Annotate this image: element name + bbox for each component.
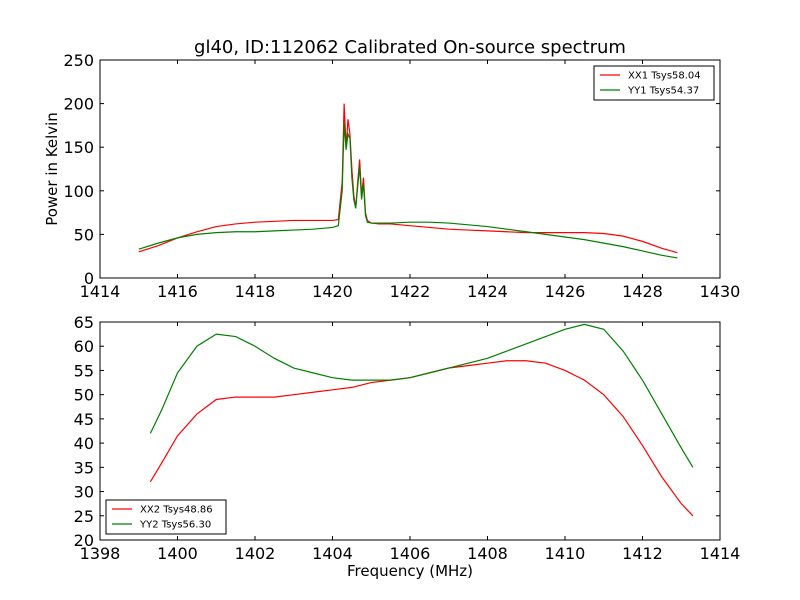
x-tick-label: 1418	[235, 282, 276, 301]
y-tick-label: 200	[63, 95, 94, 114]
x-tick-label: 1416	[157, 282, 198, 301]
y-tick-label: 55	[74, 361, 94, 380]
legend-label: XX2 Tsys48.86	[140, 505, 213, 516]
y-axis-label-top: Power in Kelvin	[43, 112, 61, 226]
legend-box	[593, 65, 715, 101]
y-tick-label: 100	[63, 182, 94, 201]
x-tick-label: 1414	[80, 282, 121, 301]
bottom-plot-area: 1398 1400 1402 1404 1406 1408 1410 1412 1414 20 25…	[74, 313, 741, 563]
x-tick-label: 1406	[390, 544, 431, 563]
y-tick-label: 0	[84, 269, 94, 288]
legend-box	[105, 499, 227, 535]
x-tick-label: 1430	[700, 282, 741, 301]
y-tick-label: 45	[74, 410, 94, 429]
chart-title: gl40, ID:112062 Calibrated On-source spe…	[194, 37, 626, 58]
series-line-bottom-0	[149, 360, 694, 517]
y-tick-label: 20	[74, 531, 94, 550]
legend: XX2 Tsys48.86 YY2 Tsys56.30	[105, 499, 227, 535]
series-line-bottom-1	[149, 323, 694, 468]
y-tick-label: 250	[63, 51, 94, 70]
x-tick-label: 1400	[157, 544, 198, 563]
series-line-top-1	[138, 122, 678, 259]
y-tick-label: 25	[74, 507, 94, 526]
y-tick-label: 50	[74, 386, 94, 405]
x-tick-label: 1412	[622, 544, 663, 563]
y-tick-label: 35	[74, 458, 94, 477]
x-tick-label: 1408	[467, 544, 508, 563]
x-axis-label-bottom: Frequency (MHz)	[347, 562, 473, 580]
y-tick-label: 30	[74, 483, 94, 502]
y-tick-label: 150	[63, 138, 94, 157]
x-tick-label: 1428	[622, 282, 663, 301]
legend-label: YY1 Tsys54.37	[627, 86, 699, 97]
legend-label: YY2 Tsys56.30	[139, 520, 211, 531]
x-tick-label: 1410	[545, 544, 586, 563]
y-tick-label: 60	[74, 337, 94, 356]
x-tick-label: 1422	[390, 282, 431, 301]
y-tick-label: 65	[74, 313, 94, 332]
x-tick-label: 1404	[312, 544, 353, 563]
legend-label: XX1 Tsys58.04	[628, 71, 701, 82]
y-tick-label: 50	[74, 225, 94, 244]
x-tick-label: 1402	[235, 544, 276, 563]
x-tick-label: 1398	[80, 544, 121, 563]
legend: XX1 Tsys58.04 YY1 Tsys54.37	[593, 65, 715, 101]
x-tick-label: 1424	[467, 282, 508, 301]
x-tick-label: 1420	[312, 282, 353, 301]
top-plot-area: 1414 1416 1418 1420 1422 1424 1426 1428 1430 0 50 1…	[63, 51, 740, 301]
y-tick-label: 40	[74, 434, 94, 453]
x-tick-label: 1426	[545, 282, 586, 301]
x-tick-label: 1414	[700, 544, 741, 563]
series-line-top-0	[138, 103, 678, 254]
